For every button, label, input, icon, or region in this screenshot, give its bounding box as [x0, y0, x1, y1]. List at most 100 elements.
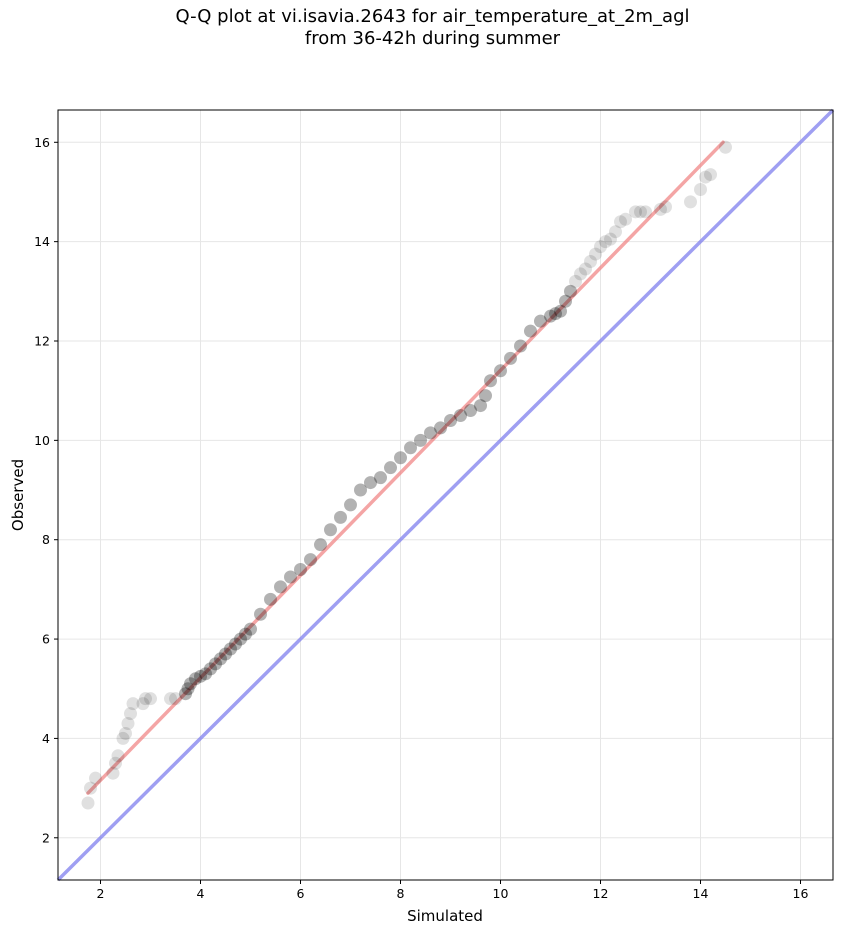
- y-tick-label: 12: [34, 334, 50, 349]
- identity-line: [56, 108, 835, 882]
- data-point: [569, 274, 582, 288]
- data-point: [111, 749, 125, 763]
- data-point: [119, 726, 132, 740]
- fit-line: [86, 140, 725, 795]
- data-point: [239, 627, 252, 641]
- data-point: [169, 692, 182, 706]
- x-tick-label: 2: [97, 886, 105, 901]
- data-point: [354, 483, 367, 497]
- data-point: [194, 669, 207, 683]
- data-point: [604, 232, 617, 246]
- data-point: [314, 538, 327, 552]
- data-point: [609, 225, 622, 239]
- data-point: [229, 637, 242, 651]
- data-point: [164, 692, 177, 706]
- data-point: [254, 607, 267, 621]
- data-point: [234, 632, 247, 646]
- y-tick-label: 10: [34, 433, 50, 448]
- data-point: [324, 523, 337, 537]
- data-point: [589, 247, 602, 261]
- data-point: [179, 687, 192, 701]
- data-point: [124, 707, 137, 721]
- data-point: [504, 351, 517, 365]
- data-point: [684, 195, 697, 209]
- data-point: [424, 426, 437, 440]
- data-point: [564, 284, 577, 298]
- y-tick-label: 14: [34, 234, 50, 249]
- data-point: [384, 461, 397, 475]
- data-point: [224, 642, 237, 656]
- data-point: [264, 592, 277, 606]
- x-tick-label: 12: [593, 886, 609, 901]
- data-point: [106, 766, 120, 780]
- data-point: [534, 314, 547, 328]
- x-tick-label: 16: [793, 886, 809, 901]
- data-point: [479, 389, 492, 403]
- data-point: [694, 182, 707, 196]
- data-point: [181, 682, 195, 696]
- data-point: [594, 240, 607, 254]
- x-tick-label: 4: [197, 886, 205, 901]
- data-point: [294, 563, 307, 577]
- data-point: [654, 202, 667, 216]
- y-axis-label: Observed: [9, 459, 27, 531]
- data-point: [614, 215, 627, 229]
- data-point: [434, 421, 447, 435]
- y-tick-label: 4: [42, 731, 50, 746]
- data-point: [559, 294, 572, 308]
- data-point: [454, 409, 467, 423]
- data-point: [244, 622, 257, 636]
- data-point: [599, 235, 612, 249]
- data-point: [109, 756, 122, 770]
- data-point: [84, 781, 97, 795]
- y-tick-label: 8: [42, 532, 50, 547]
- data-point: [659, 200, 672, 214]
- fit-line-layer: [86, 140, 725, 795]
- x-axis-ticks: 2 4 6 8 10 12 14 16: [97, 880, 809, 901]
- x-axis-label: Simulated: [407, 907, 483, 925]
- plot-frame: [57, 109, 834, 881]
- data-point: [444, 413, 457, 427]
- data-point: [464, 404, 477, 418]
- data-point: [394, 451, 407, 465]
- chart-title: Q-Q plot at vi.isavia.2643 for air_tempe…: [0, 6, 843, 50]
- data-point: [334, 510, 347, 524]
- data-point: [544, 309, 557, 323]
- data-point: [584, 255, 597, 269]
- x-tick-label: 10: [493, 886, 509, 901]
- data-point: [209, 657, 222, 671]
- x-tick-label: 14: [693, 886, 709, 901]
- y-tick-label: 2: [42, 830, 50, 845]
- data-point: [634, 205, 647, 219]
- data-point: [144, 692, 157, 706]
- data-point: [719, 140, 732, 154]
- data-point: [189, 672, 202, 686]
- data-point: [514, 339, 527, 353]
- data-point: [549, 307, 562, 321]
- chart-title-line-2: from 36-42h during summer: [304, 28, 561, 49]
- data-point: [364, 476, 377, 490]
- data-point: [494, 364, 507, 378]
- data-point: [699, 170, 712, 184]
- data-point: [574, 267, 587, 281]
- data-point: [284, 570, 297, 584]
- data-point: [619, 212, 632, 226]
- data-point: [474, 399, 487, 413]
- data-point: [629, 205, 642, 219]
- data-point: [414, 433, 427, 447]
- data-point: [121, 717, 135, 731]
- grid-lines: [58, 110, 833, 880]
- data-point: [274, 580, 287, 594]
- data-point: [116, 731, 130, 745]
- data-point: [126, 697, 140, 711]
- data-point: [524, 324, 537, 338]
- data-points: [81, 140, 732, 810]
- chart-title-line-1: Q-Q plot at vi.isavia.2643 for air_tempe…: [175, 6, 690, 27]
- data-point: [579, 262, 592, 276]
- data-point: [374, 471, 387, 485]
- data-point: [81, 796, 95, 810]
- data-point: [554, 304, 567, 318]
- y-tick-label: 6: [42, 632, 50, 647]
- data-point: [404, 441, 417, 455]
